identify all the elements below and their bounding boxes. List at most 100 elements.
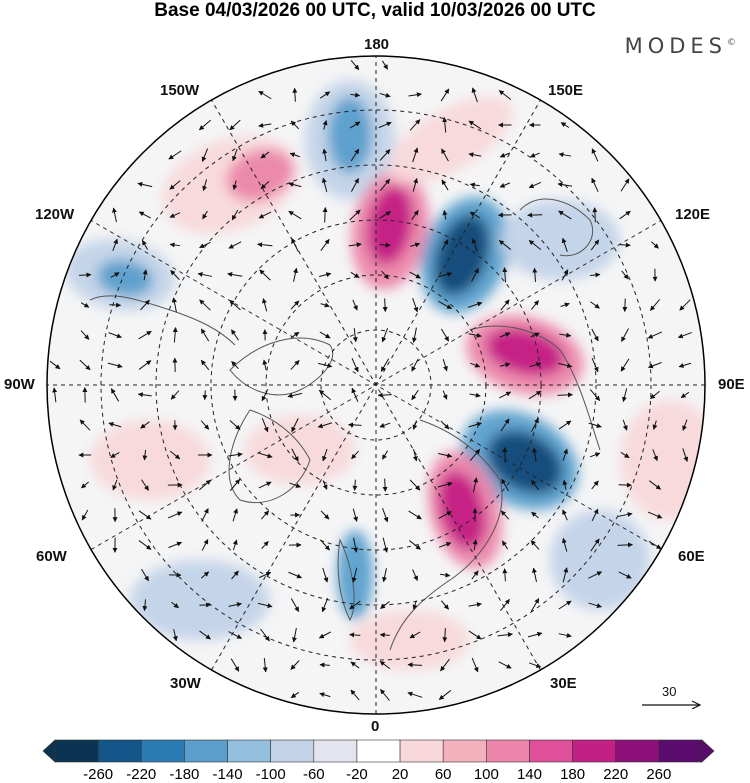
wind-vector-201	[140, 421, 150, 429]
wind-vector-285	[232, 539, 238, 551]
colorbar-swatch-12	[572, 739, 617, 763]
wind-vector-54	[591, 177, 599, 192]
wind-vector-169	[470, 362, 481, 368]
wind-vector-147	[468, 332, 482, 338]
map-title: Base 04/03/2026 00 UTC, valid 10/03/2026…	[154, 0, 596, 21]
wind-vector-149	[530, 332, 540, 338]
wind-vector-329	[500, 598, 510, 611]
wind-vector-64	[349, 209, 361, 221]
reference-vector-label: 30	[662, 684, 677, 699]
wind-vector-308	[382, 568, 387, 583]
wind-vector-134	[80, 330, 90, 340]
wind-vector-57	[138, 211, 151, 219]
wind-vector-49	[441, 179, 449, 191]
wind-vector-253	[437, 481, 453, 488]
wind-vector-321	[257, 602, 273, 609]
wind-vector-311	[471, 570, 479, 580]
lon-label-60e: 60E	[678, 548, 705, 565]
wind-vector-63	[322, 207, 328, 223]
wind-vector-137	[172, 327, 178, 343]
wind-vector-180	[137, 392, 152, 398]
wind-vector-83	[379, 242, 391, 248]
wind-vector-99	[259, 269, 271, 281]
wind-vector-338	[318, 631, 331, 639]
wind-vector-162	[262, 359, 268, 371]
wind-vector-52	[528, 181, 542, 189]
colorbar-swatch-11	[529, 739, 573, 763]
wind-vector-251	[382, 478, 388, 492]
lon-label-30w: 30W	[170, 675, 201, 692]
wind-vector-121	[320, 302, 330, 308]
wind-vector-284	[201, 538, 209, 551]
wind-vector-212	[468, 421, 482, 428]
map-border	[46, 55, 706, 715]
wind-vector-232	[438, 452, 453, 458]
wind-vector-26	[232, 149, 238, 162]
wind-vector-296	[561, 537, 568, 552]
colorbar-swatch-2	[140, 739, 185, 763]
wind-vector-86	[471, 238, 478, 252]
colorbar-swatch-1	[97, 739, 142, 763]
colorbar-swatch-5	[270, 739, 315, 763]
wind-vector-25	[201, 148, 209, 162]
wind-vector-133	[679, 299, 691, 311]
wind-vector-209	[379, 422, 391, 428]
lon-label-180: 180	[364, 36, 390, 53]
wind-vector-359	[319, 692, 331, 698]
wind-vector-187	[351, 387, 359, 402]
wind-vector-340	[379, 632, 390, 638]
wind-vector-98	[227, 272, 243, 277]
wind-vector-111	[621, 270, 629, 280]
wind-vector-337	[292, 627, 297, 643]
colorbar-label-9: 100	[473, 766, 499, 783]
wind-vector-243	[141, 479, 149, 491]
wind-vector-48	[412, 177, 419, 192]
wind-vector-230	[382, 450, 388, 460]
wind-vector-10	[498, 90, 512, 100]
wind-vector-35	[499, 152, 510, 158]
wind-vector-155	[49, 360, 61, 370]
lon-label-150w: 150W	[160, 82, 200, 99]
wind-vector-120	[290, 300, 300, 310]
wind-vector-307	[351, 567, 358, 583]
wind-vector-294	[501, 540, 509, 550]
wind-vector-318	[171, 601, 179, 609]
wind-vector-42	[232, 180, 238, 191]
wind-vector-139	[231, 329, 239, 341]
wind-vector-193	[528, 390, 542, 400]
wind-vector-218	[652, 420, 658, 430]
wind-vector-192	[499, 391, 512, 399]
wind-vector-231	[412, 448, 418, 462]
coastline-5	[519, 198, 594, 257]
wind-vector-343	[468, 630, 482, 640]
wind-vector-23	[560, 122, 570, 128]
wind-vector-40	[169, 180, 181, 190]
wind-vector-27	[260, 151, 270, 159]
wind-vector-328	[468, 602, 482, 608]
wind-vector-165	[351, 357, 359, 373]
wind-vector-78	[228, 241, 242, 249]
colorbar-label-7: 20	[391, 766, 409, 783]
wind-vector-226	[257, 452, 273, 459]
wind-vector-85	[441, 239, 449, 251]
wind-vector-71	[558, 210, 572, 220]
anomaly-blob-3	[328, 97, 372, 173]
wind-vector-357	[529, 662, 542, 668]
lon-label-60w: 60W	[36, 548, 67, 565]
wind-vector-356	[498, 661, 512, 669]
wind-vector-184	[261, 388, 269, 402]
wind-vector-254	[472, 477, 479, 493]
wind-vector-55	[620, 178, 630, 192]
wind-vector-90	[590, 239, 600, 251]
wind-vector-91	[619, 242, 631, 248]
wind-vector-2	[258, 90, 272, 100]
wind-vector-87	[498, 240, 512, 250]
wind-vector-113	[80, 302, 90, 308]
wind-vector-141	[290, 331, 300, 339]
wind-vector-295	[530, 540, 540, 550]
wind-vector-72	[592, 207, 598, 223]
graticule	[47, 56, 705, 714]
wind-vector-302	[200, 571, 210, 579]
wind-vector-278	[591, 508, 599, 522]
wind-vector-270	[352, 508, 358, 522]
